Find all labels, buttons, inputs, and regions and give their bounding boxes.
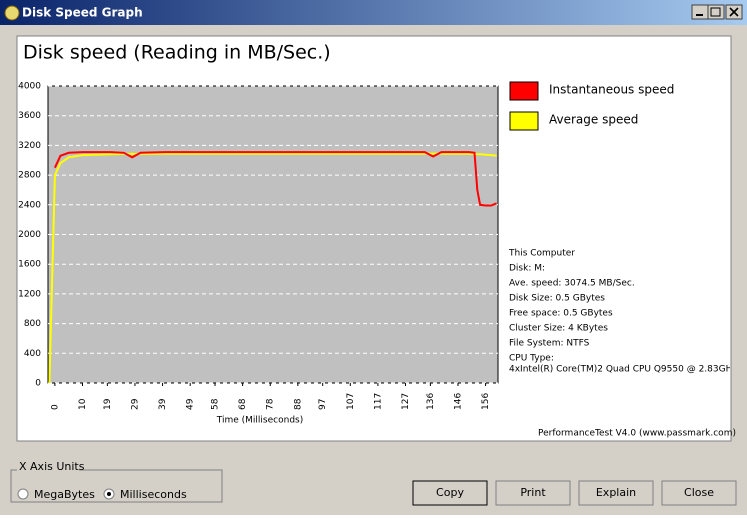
chart-title: Disk speed (Reading in MB/Sec.)	[23, 42, 331, 64]
button-face[interactable]	[412, 480, 488, 506]
series-line	[48, 152, 497, 384]
x-tick-label: 146	[453, 393, 463, 410]
x-tick-label: 29	[130, 398, 140, 410]
x-tick-label: 0	[50, 404, 60, 410]
info-line: 4xIntel(R) Core(TM)2 Quad CPU Q9550 @ 2.…	[509, 365, 737, 375]
y-tick-label: 2000	[18, 230, 41, 240]
y-tick-label: 400	[24, 349, 41, 359]
x-tick-label: 127	[401, 393, 411, 410]
title-bar	[0, 0, 747, 25]
controls: MegaBytes Milliseconds Copy Print Explain Clo…	[17, 480, 737, 506]
x-tick-label: 78	[266, 398, 276, 410]
radio-circle[interactable]	[17, 488, 29, 500]
app-icon	[4, 5, 20, 21]
button[interactable]: Explain	[578, 480, 654, 506]
x-tick-label: 97	[318, 399, 328, 410]
button[interactable]: Copy	[412, 480, 488, 506]
info-line: Disk Size: 0.5 GBytes	[509, 294, 605, 304]
window-title: Disk Speed Graph	[22, 6, 143, 20]
info-line: Disk: M:	[509, 264, 545, 274]
info-line: Ave. speed: 3074.5 MB/Sec.	[509, 279, 635, 289]
minimize-button[interactable]	[691, 4, 709, 20]
y-tick-label: 3600	[18, 111, 41, 121]
x-tick-label: 156	[481, 393, 491, 410]
radio-label: Milliseconds	[120, 488, 187, 501]
y-tick-label: 1200	[18, 289, 41, 299]
series-line	[53, 151, 497, 207]
y-tick-label: 2400	[18, 200, 41, 210]
y-tick-label: 3200	[18, 141, 41, 151]
button-label: Print	[520, 486, 546, 499]
button-label: Explain	[596, 486, 636, 499]
radio-dot	[107, 492, 111, 496]
x-tick-label: 136	[426, 393, 436, 410]
legend-label: Instantaneous speed	[549, 83, 674, 97]
info-line: Cluster Size: 4 KBytes	[509, 324, 608, 334]
units-groupbox	[10, 469, 223, 503]
y-tick-label: 1600	[18, 260, 41, 270]
groupbox-label: X Axis Units	[19, 460, 85, 473]
x-tick-label: 117	[373, 393, 383, 410]
info-line: This Computer	[508, 249, 575, 259]
y-tick-label: 4000	[18, 82, 41, 92]
x-tick-label: 10	[78, 398, 88, 410]
info-line: CPU Type:	[509, 354, 554, 364]
radio-label: MegaBytes	[34, 488, 95, 501]
button-face[interactable]	[661, 480, 737, 506]
x-axis-title: Time (Milliseconds)	[216, 416, 303, 426]
button-face[interactable]	[578, 480, 654, 506]
footer: PerformanceTest V4.0 (www.passmark.com)	[538, 429, 736, 439]
button[interactable]: Print	[495, 480, 571, 506]
x-tick-label: 107	[346, 393, 356, 410]
x-tick-label: 58	[211, 398, 221, 410]
radio-option[interactable]: MegaBytes	[17, 488, 95, 501]
legend-swatch	[509, 81, 539, 101]
info-line: Free space: 0.5 GBytes	[509, 309, 613, 319]
button-label: Copy	[436, 486, 464, 499]
x-tick-label: 49	[186, 398, 196, 410]
y-tick-label: 800	[24, 319, 41, 329]
y-tick-label: 2800	[18, 171, 41, 181]
x-tick-label: 19	[103, 398, 113, 410]
x-tick-label: 39	[158, 398, 168, 410]
button[interactable]: Close	[661, 480, 737, 506]
radio-option[interactable]: Milliseconds	[103, 488, 187, 501]
button-label: Close	[684, 486, 714, 499]
legend-swatch	[509, 111, 539, 131]
button-face[interactable]	[495, 480, 571, 506]
legend-label: Average speed	[549, 113, 638, 127]
x-tick-label: 68	[238, 398, 248, 410]
info-line: File System: NTFS	[509, 339, 590, 349]
maximize-button[interactable]	[707, 4, 725, 20]
close-window-button[interactable]	[725, 4, 743, 20]
info-block: This Computer Disk: M: Ave. speed: 3074.5 …	[508, 249, 737, 375]
groupbox-label-bg	[17, 463, 79, 475]
x-tick-label: 88	[293, 398, 303, 410]
y-tick-label: 0	[35, 379, 41, 389]
